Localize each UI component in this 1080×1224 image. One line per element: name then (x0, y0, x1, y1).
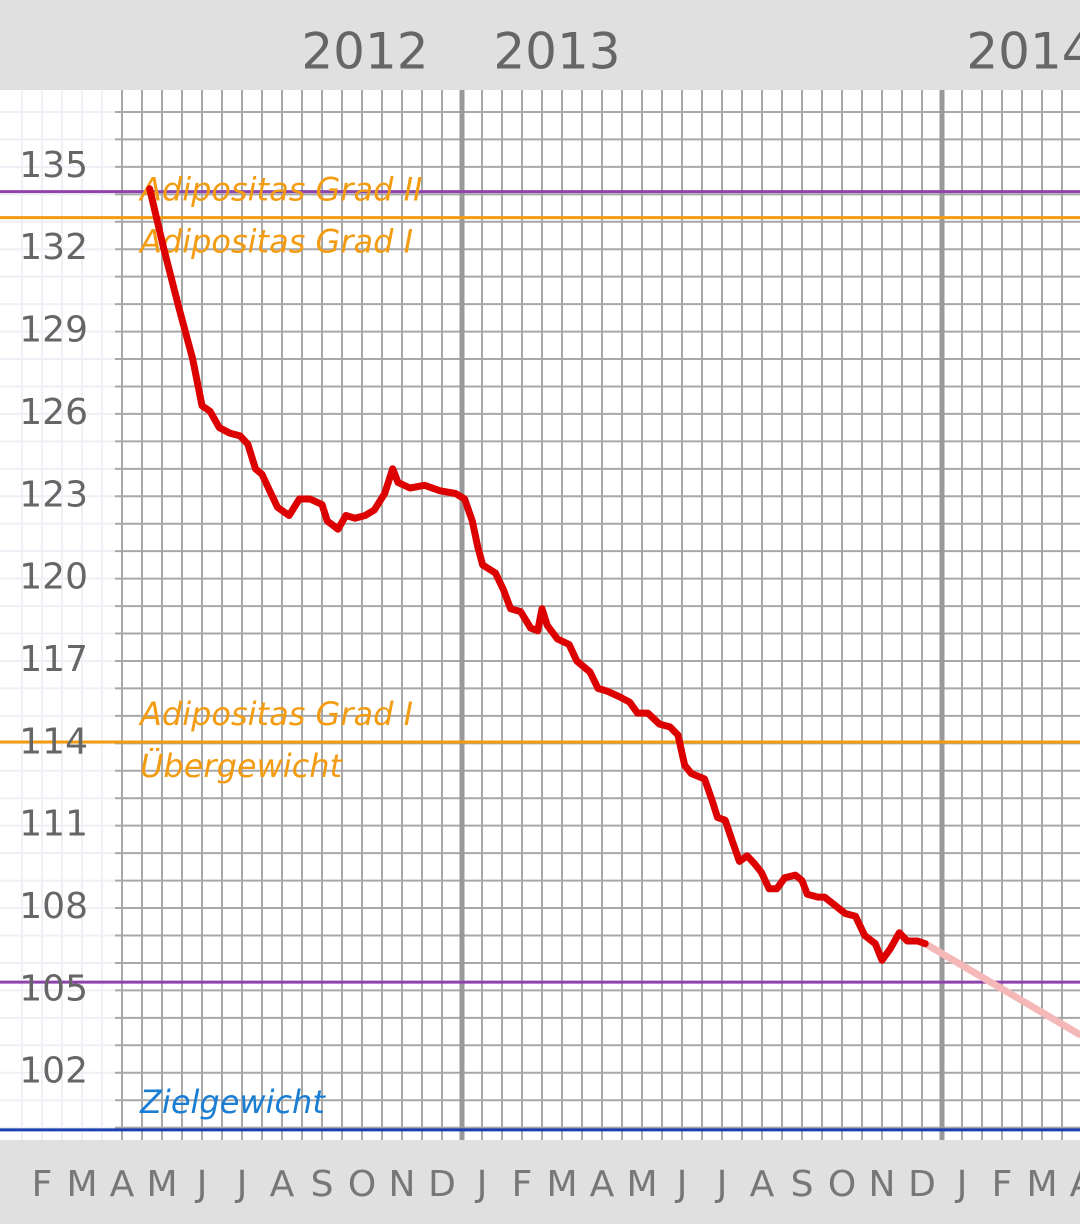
x-tick-label: M (146, 1164, 177, 1205)
y-tick-label: 129 (19, 310, 88, 351)
reference-label: Adipositas Grad I (138, 695, 413, 733)
x-tick-label: F (512, 1164, 533, 1205)
y-tick-label: 102 (19, 1051, 88, 1092)
x-tick-label: S (791, 1164, 814, 1205)
y-tick-label: 120 (19, 557, 88, 598)
x-tick-label: A (590, 1164, 615, 1205)
trend-line (921, 940, 1080, 1038)
x-tick-label: M (546, 1164, 577, 1205)
year-label: 2014 (966, 23, 1080, 81)
x-tick-label: N (389, 1164, 416, 1205)
reference-label: Übergewicht (140, 747, 344, 785)
reference-lines: Adipositas Grad II Adipositas Grad I Adipo… (0, 171, 1080, 1132)
y-tick-label: 108 (19, 886, 88, 927)
x-tick-label: O (348, 1164, 376, 1205)
x-tick-label: M (66, 1164, 97, 1205)
x-tick-label: J (475, 1164, 488, 1205)
year-label: 2013 (493, 23, 620, 81)
y-tick-label: 132 (19, 227, 88, 268)
x-tick-label: D (428, 1164, 456, 1205)
x-tick-label: J (235, 1164, 248, 1205)
x-tick-label: A (1070, 1164, 1080, 1205)
x-tick-label: N (869, 1164, 896, 1205)
y-tick-label: 135 (19, 145, 88, 186)
y-tick-label: 123 (19, 474, 88, 515)
x-tick-label: F (992, 1164, 1013, 1205)
lines (146, 185, 1080, 1038)
grid (0, 90, 1080, 1140)
x-tick-label: M (1026, 1164, 1057, 1205)
x-tick-label: A (110, 1164, 135, 1205)
year-label: 2012 (301, 23, 428, 81)
y-tick-label: 114 (19, 721, 88, 762)
x-tick-label: M (626, 1164, 657, 1205)
reference-label: Zielgewicht (139, 1083, 326, 1121)
y-tick-label: 111 (19, 804, 88, 845)
x-tick-label: J (715, 1164, 728, 1205)
x-tick-label: F (32, 1164, 53, 1205)
reference-label: Adipositas Grad I (138, 223, 413, 261)
x-tick-label: J (955, 1164, 968, 1205)
footer-bar (0, 1140, 1080, 1224)
x-tick-label: S (311, 1164, 334, 1205)
x-tick-label: J (195, 1164, 208, 1205)
y-tick-label: 126 (19, 392, 88, 433)
y-tick-label: 117 (19, 639, 88, 680)
x-tick-label: O (828, 1164, 856, 1205)
x-axis: FMAMJJASONDJFMAMJJASONDJFMA (32, 1164, 1080, 1205)
y-axis: 102 105 108 111 114 117 120 123 126 129 132 135 (19, 145, 88, 1092)
header-bar (0, 0, 1080, 90)
x-tick-label: A (270, 1164, 295, 1205)
reference-label: Adipositas Grad II (138, 171, 422, 209)
y-tick-label: 105 (19, 968, 88, 1009)
x-tick-label: D (908, 1164, 936, 1205)
weight-line (146, 185, 929, 964)
x-tick-label: A (750, 1164, 775, 1205)
x-tick-label: J (675, 1164, 688, 1205)
